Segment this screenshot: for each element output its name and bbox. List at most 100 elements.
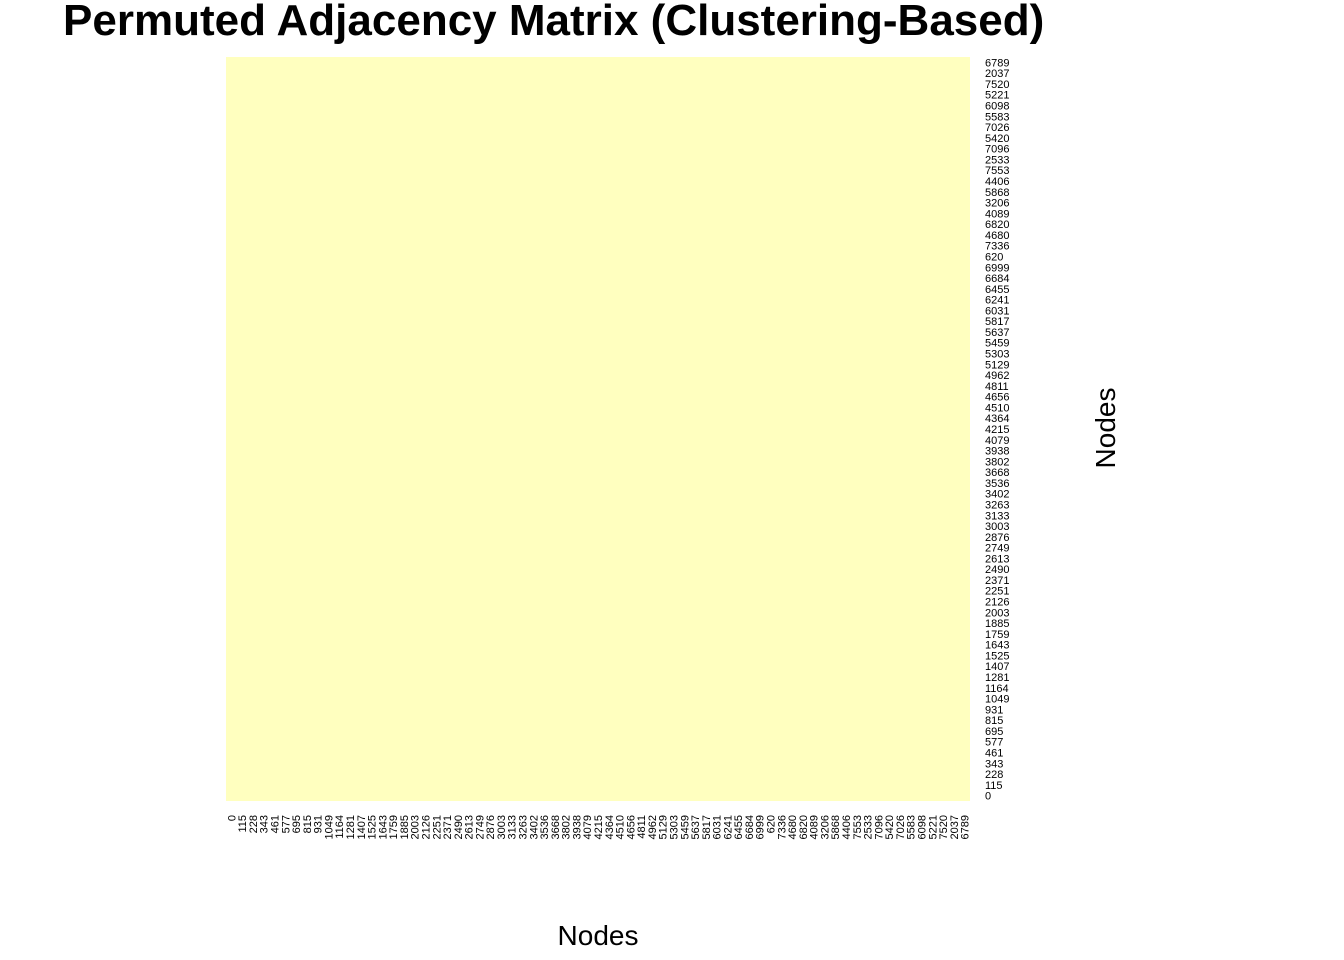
x-tick-label: 5637 (690, 815, 702, 839)
y-tick-label: 3263 (985, 499, 1009, 511)
y-tick-label: 3402 (985, 489, 1009, 501)
y-tick-label: 2371 (985, 575, 1009, 587)
y-tick-label: 4364 (985, 413, 1009, 425)
x-tick-label: 7026 (895, 815, 907, 839)
y-tick-label: 7553 (985, 165, 1009, 177)
heatmap-cells (226, 57, 970, 801)
x-tick-label: 2251 (431, 815, 443, 839)
y-tick-label: 815 (985, 715, 1003, 727)
y-tick-label: 4406 (985, 176, 1009, 188)
x-tick-label: 6999 (755, 815, 767, 839)
y-tick-label: 7096 (985, 144, 1009, 156)
x-tick-label: 815 (302, 815, 314, 833)
y-tick-label: 228 (985, 769, 1003, 781)
y-tick-label: 2251 (985, 586, 1009, 598)
x-tick-label: 3938 (571, 815, 583, 839)
x-tick-label: 2003 (410, 815, 422, 839)
y-tick-label: 2037 (985, 68, 1009, 80)
y-tick-label: 461 (985, 747, 1003, 759)
chart-title: Permuted Adjacency Matrix (Clustering-Ba… (63, 0, 1044, 45)
x-tick-label: 0 (226, 815, 238, 821)
y-tick-label: 3802 (985, 456, 1009, 468)
x-tick-label: 4406 (841, 815, 853, 839)
x-tick-label: 7096 (873, 815, 885, 839)
x-tick-label: 4079 (582, 815, 594, 839)
y-tick-label: 2126 (985, 597, 1009, 609)
y-tick-label: 5817 (985, 316, 1009, 328)
x-tick-label: 2490 (453, 815, 465, 839)
y-tick-label: 7026 (985, 122, 1009, 134)
y-axis-label: Nodes (1090, 388, 1121, 469)
x-tick-label: 3668 (550, 815, 562, 839)
x-tick-label: 3206 (819, 815, 831, 839)
y-tick-label: 5637 (985, 327, 1009, 339)
x-tick-label: 115 (237, 815, 249, 833)
y-tick-label: 3133 (985, 510, 1009, 522)
y-tick-label: 4680 (985, 230, 1009, 242)
y-tick-label: 3938 (985, 446, 1009, 458)
y-tick-label: 5303 (985, 349, 1009, 361)
x-tick-label: 1281 (345, 815, 357, 839)
y-tick-label: 7336 (985, 241, 1009, 253)
y-tick-label: 343 (985, 758, 1003, 770)
y-tick-label: 1643 (985, 640, 1009, 652)
y-tick-label: 6789 (985, 57, 1009, 69)
x-tick-label: 4811 (636, 815, 648, 839)
y-tick-label: 2876 (985, 532, 1009, 544)
x-tick-label: 3536 (539, 815, 551, 839)
x-tick-label: 4680 (787, 815, 799, 839)
x-tick-label: 2037 (949, 815, 961, 839)
y-tick-label: 7520 (985, 79, 1009, 91)
y-tick-label: 2749 (985, 543, 1009, 555)
y-tick-label: 6098 (985, 101, 1009, 113)
x-tick-label: 1759 (388, 815, 400, 839)
y-tick-label: 3536 (985, 478, 1009, 490)
x-tick-label: 343 (259, 815, 271, 833)
y-tick-label: 5221 (985, 90, 1009, 102)
x-tick-label: 2371 (442, 815, 454, 839)
y-tick-label: 4656 (985, 392, 1009, 404)
y-tick-label: 5583 (985, 111, 1009, 123)
x-tick-label: 4089 (809, 815, 821, 839)
y-tick-label: 1164 (985, 683, 1009, 695)
y-tick-label: 6820 (985, 219, 1009, 231)
y-tick-label: 620 (985, 251, 1003, 263)
x-tick-label: 931 (313, 815, 325, 833)
y-tick-label: 6455 (985, 284, 1009, 296)
y-tick-label: 3668 (985, 467, 1009, 479)
y-tick-label: 2490 (985, 564, 1009, 576)
x-tick-label: 5459 (679, 815, 691, 839)
x-tick-label: 2749 (474, 815, 486, 839)
y-tick-label: 4962 (985, 370, 1009, 382)
y-tick-label: 115 (985, 780, 1003, 792)
y-tick-label: 4510 (985, 402, 1009, 414)
y-tick-label: 6031 (985, 305, 1009, 317)
x-tick-label: 3003 (496, 815, 508, 839)
x-tick-label: 2533 (863, 815, 875, 839)
x-tick-label: 2876 (485, 815, 497, 839)
x-tick-label: 4215 (593, 815, 605, 839)
x-tick-label: 461 (270, 815, 282, 833)
x-tick-label: 4510 (615, 815, 627, 839)
x-tick-label: 1643 (377, 815, 389, 839)
y-tick-label: 1281 (985, 672, 1009, 684)
x-tick-label: 5420 (884, 815, 896, 839)
x-tick-label: 695 (291, 815, 303, 833)
x-tick-label: 2613 (464, 815, 476, 839)
y-tick-label: 1759 (985, 629, 1009, 641)
y-tick-label: 6241 (985, 295, 1009, 307)
y-tick-label: 2613 (985, 553, 1009, 565)
x-tick-label: 5303 (668, 815, 680, 839)
x-tick-label: 577 (280, 815, 292, 833)
x-tick-label: 3402 (528, 815, 540, 839)
y-tick-label: 1407 (985, 661, 1009, 673)
x-tick-label: 620 (766, 815, 778, 833)
x-tick-label: 6455 (733, 815, 745, 839)
x-tick-label: 6684 (744, 815, 756, 839)
y-tick-label: 0 (985, 791, 991, 803)
x-tick-label: 2126 (420, 815, 432, 839)
y-tick-label: 695 (985, 726, 1003, 738)
x-tick-label: 1525 (367, 815, 379, 839)
y-tick-label: 5420 (985, 133, 1009, 145)
